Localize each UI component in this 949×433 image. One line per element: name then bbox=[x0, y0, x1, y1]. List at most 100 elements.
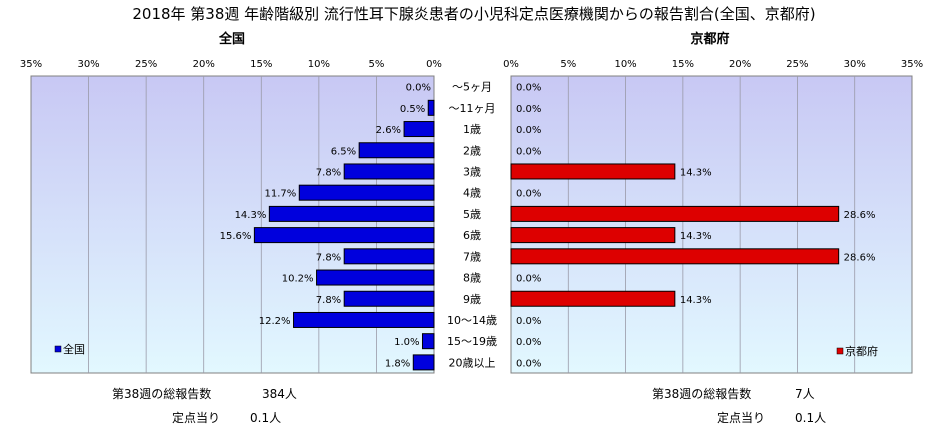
age-category-labels: ～5ヶ月 ～11ヶ月 1歳 2歳 3歳 4歳 5歳 6歳 7歳 8歳 9歳 10～14歳 15～19歳 2… bbox=[447, 81, 497, 370]
kyoto-tick-label: 5% bbox=[560, 59, 576, 70]
kyoto-value-label: 0.0% bbox=[516, 146, 541, 157]
national-tick-label: 10% bbox=[308, 59, 330, 70]
national-bar bbox=[293, 311, 435, 328]
kyoto-value-label: 14.3% bbox=[680, 295, 712, 306]
kyoto-tick-label: 30% bbox=[844, 59, 866, 70]
national-gridlines bbox=[88, 76, 377, 373]
national-legend-swatch bbox=[54, 345, 62, 353]
age-category-label: 20歳以上 bbox=[449, 356, 496, 369]
national-value-label: 0.0% bbox=[406, 83, 431, 94]
national-bar bbox=[343, 163, 435, 180]
kyoto-value-label: 0.0% bbox=[516, 316, 541, 327]
age-category-label: 9歳 bbox=[463, 293, 481, 306]
national-value-label: 6.5% bbox=[331, 146, 356, 157]
national-legend: 全国 bbox=[54, 342, 85, 356]
national-bar bbox=[403, 121, 435, 138]
national-bar bbox=[343, 290, 435, 307]
kyoto-bar bbox=[510, 205, 840, 222]
kyoto-bar bbox=[510, 227, 676, 244]
kyoto-per-sentinel-label: 定点当り bbox=[717, 410, 765, 425]
kyoto-tick-label: 35% bbox=[901, 59, 923, 70]
kyoto-value-label: 0.0% bbox=[516, 189, 541, 200]
kyoto-x-ticks: 0% 5% 10% 15% 20% 25% 30% 35% bbox=[503, 59, 923, 70]
national-panel-title: 全国 bbox=[218, 31, 245, 47]
national-bars bbox=[253, 99, 435, 371]
age-category-label: 8歳 bbox=[463, 272, 481, 285]
national-bar bbox=[253, 227, 435, 244]
age-category-label: ～5ヶ月 bbox=[452, 81, 492, 94]
kyoto-value-label: 28.6% bbox=[844, 210, 876, 221]
kyoto-tick-label: 15% bbox=[672, 59, 694, 70]
kyoto-legend-swatch bbox=[836, 347, 844, 355]
kyoto-total-value: 7人 bbox=[795, 387, 815, 401]
national-bar bbox=[358, 142, 435, 159]
national-plot-area bbox=[30, 75, 435, 374]
age-category-label: 15～19歳 bbox=[447, 335, 497, 348]
kyoto-bar bbox=[510, 248, 840, 265]
national-bar bbox=[412, 354, 435, 371]
kyoto-total-label: 第38週の総報告数 bbox=[652, 386, 751, 401]
national-tick-label: 20% bbox=[193, 59, 215, 70]
national-total-value: 384人 bbox=[262, 387, 297, 401]
kyoto-bar bbox=[510, 290, 676, 307]
age-category-label: 4歳 bbox=[463, 187, 481, 200]
kyoto-per-sentinel-value: 0.1人 bbox=[795, 411, 826, 425]
age-category-label: 6歳 bbox=[463, 229, 481, 242]
national-tick-label: 35% bbox=[20, 59, 42, 70]
kyoto-tick-label: 0% bbox=[503, 59, 519, 70]
kyoto-legend-label: 京都府 bbox=[845, 344, 878, 358]
national-value-label: 15.6% bbox=[220, 231, 252, 242]
age-category-label: 10～14歳 bbox=[447, 314, 497, 327]
kyoto-tick-label: 25% bbox=[786, 59, 808, 70]
national-value-label: 7.8% bbox=[316, 295, 341, 306]
national-bar bbox=[268, 205, 435, 222]
national-bar bbox=[343, 248, 435, 265]
kyoto-gridlines bbox=[567, 76, 856, 373]
kyoto-tick-label: 20% bbox=[729, 59, 751, 70]
national-x-ticks: 35% 30% 25% 20% 15% 10% 5% 0% bbox=[20, 59, 442, 70]
kyoto-value-label: 0.0% bbox=[516, 274, 541, 285]
kyoto-value-label: 14.3% bbox=[680, 167, 712, 178]
national-per-sentinel-label: 定点当り bbox=[172, 410, 220, 425]
kyoto-value-label: 0.0% bbox=[516, 104, 541, 115]
national-tick-label: 25% bbox=[135, 59, 157, 70]
national-bar bbox=[316, 269, 435, 286]
kyoto-bar bbox=[510, 163, 676, 180]
national-tick-label: 0% bbox=[426, 59, 442, 70]
kyoto-value-label: 0.0% bbox=[516, 358, 541, 369]
kyoto-legend: 京都府 bbox=[836, 344, 878, 358]
national-tick-label: 5% bbox=[368, 59, 384, 70]
national-value-label: 11.7% bbox=[265, 189, 297, 200]
national-tick-label: 30% bbox=[77, 59, 99, 70]
age-category-label: 3歳 bbox=[463, 165, 481, 178]
age-category-label: 5歳 bbox=[463, 208, 481, 221]
kyoto-value-label: 0.0% bbox=[516, 125, 541, 136]
kyoto-tick-label: 10% bbox=[614, 59, 636, 70]
national-bar bbox=[421, 333, 435, 350]
national-total-label: 第38週の総報告数 bbox=[112, 386, 211, 401]
national-bar bbox=[298, 184, 435, 201]
kyoto-value-label: 28.6% bbox=[844, 252, 876, 263]
kyoto-panel-title: 京都府 bbox=[690, 31, 729, 47]
national-value-label: 7.8% bbox=[316, 167, 341, 178]
national-tick-label: 15% bbox=[250, 59, 272, 70]
national-legend-label: 全国 bbox=[63, 342, 85, 356]
age-category-label: 1歳 bbox=[463, 123, 481, 136]
national-value-label: 0.5% bbox=[400, 104, 425, 115]
national-value-labels: 0.0%0.5%2.6%6.5%7.8%11.7%14.3%15.6%7.8%1… bbox=[220, 83, 431, 370]
kyoto-value-label: 14.3% bbox=[680, 231, 712, 242]
kyoto-value-label: 0.0% bbox=[516, 337, 541, 348]
chart-title: 2018年 第38週 年齢階級別 流行性耳下腺炎患者の小児科定点医療機関からの報… bbox=[132, 5, 815, 23]
national-bar bbox=[427, 99, 435, 116]
age-category-label: 7歳 bbox=[463, 250, 481, 263]
national-value-label: 1.8% bbox=[385, 358, 410, 369]
kyoto-value-labels: 0.0% 0.0% 0.0% 0.0% 14.3% 0.0% 28.6% 14.3% 28.6%… bbox=[516, 83, 875, 370]
national-value-label: 12.2% bbox=[259, 316, 291, 327]
national-value-label: 14.3% bbox=[235, 210, 267, 221]
national-value-label: 10.2% bbox=[282, 274, 314, 285]
age-category-label: ～11ヶ月 bbox=[449, 102, 496, 115]
kyoto-bars bbox=[510, 163, 840, 307]
kyoto-plot-area bbox=[510, 75, 913, 374]
kyoto-value-label: 0.0% bbox=[516, 83, 541, 94]
